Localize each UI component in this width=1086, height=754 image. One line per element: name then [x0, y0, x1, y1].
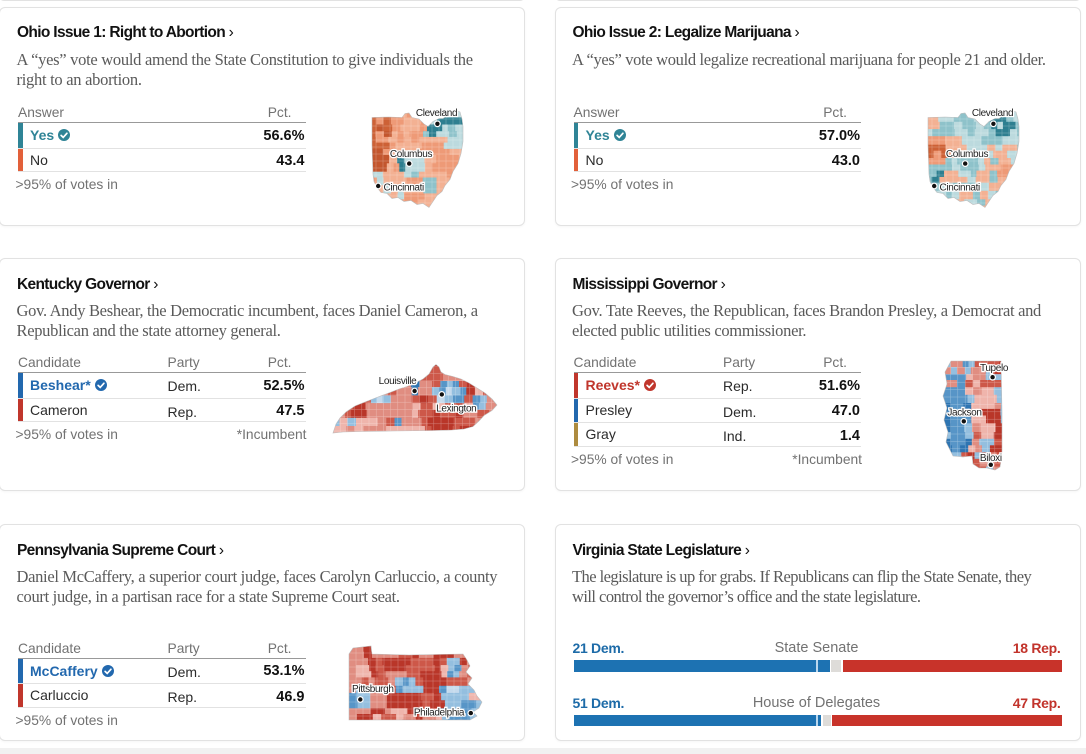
svg-text:Louisville: Louisville [379, 376, 417, 387]
svg-text:Jackson: Jackson [947, 407, 981, 418]
svg-text:Pittsburgh: Pittsburgh [352, 684, 394, 695]
svg-text:Columbus: Columbus [945, 149, 988, 160]
svg-text:Columbus: Columbus [390, 149, 433, 160]
svg-text:Tupelo: Tupelo [980, 363, 1009, 374]
svg-text:Cleveland: Cleveland [971, 108, 1012, 119]
svg-text:Cincinnati: Cincinnati [384, 182, 425, 193]
svg-text:Lexington: Lexington [436, 404, 476, 415]
svg-text:Biloxi: Biloxi [980, 453, 1002, 464]
svg-text:Cincinnati: Cincinnati [939, 182, 980, 193]
svg-text:Philadelphia: Philadelphia [414, 708, 465, 719]
svg-text:Cleveland: Cleveland [416, 108, 457, 119]
